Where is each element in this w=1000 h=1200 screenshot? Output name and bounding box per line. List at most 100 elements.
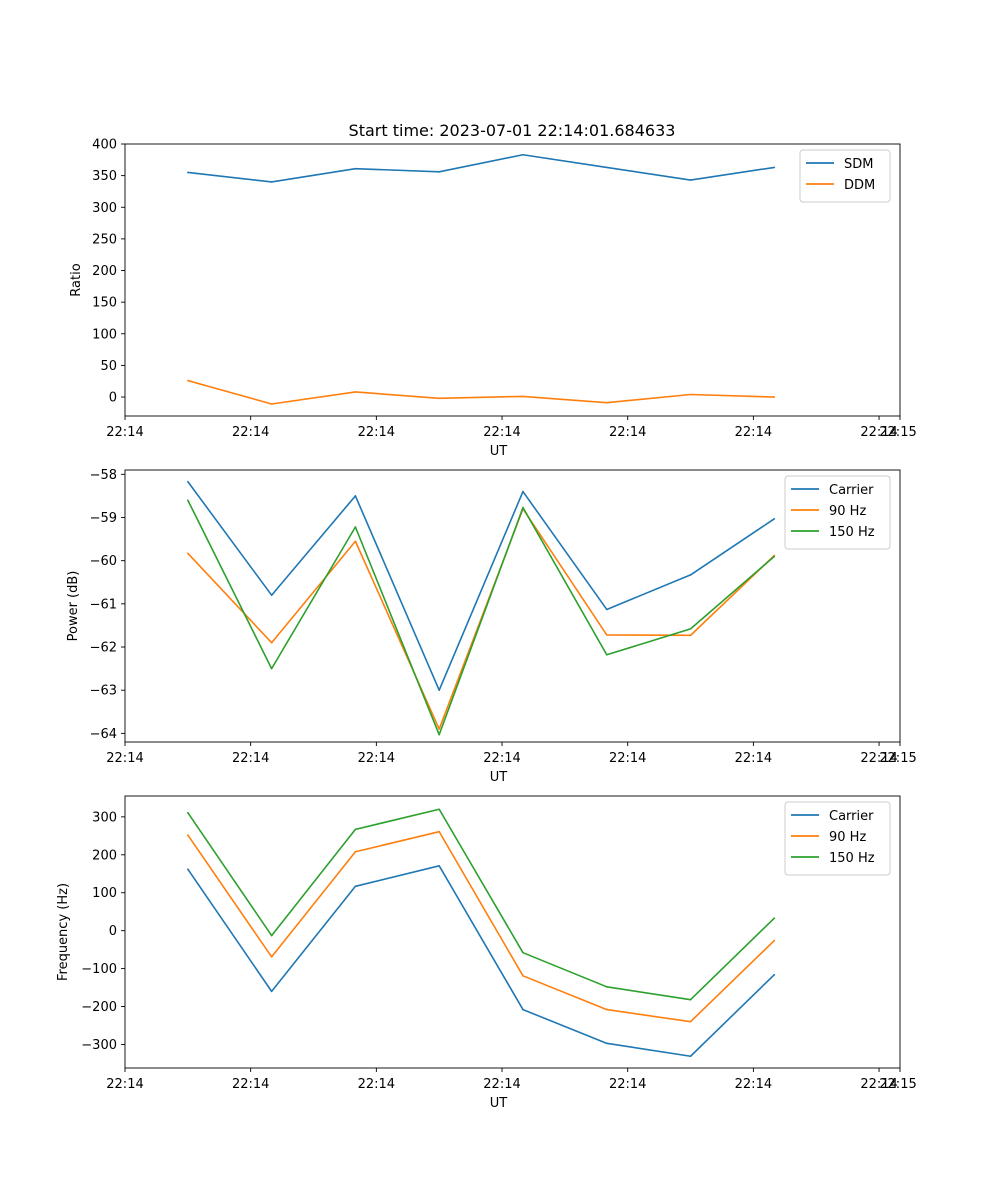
series-line-carrier (187, 864, 775, 1058)
y-tick-label: −64 (90, 727, 117, 742)
data-point (270, 641, 273, 644)
y-tick-label: −63 (90, 684, 117, 699)
data-point (689, 998, 692, 1001)
y-axis-label: Frequency (Hz) (56, 883, 71, 981)
data-point (605, 1042, 608, 1045)
data-point (270, 594, 273, 597)
series-line-150-hz (187, 499, 775, 736)
data-point (605, 986, 608, 988)
legend-label: Carrier (829, 483, 874, 498)
data-point (605, 608, 608, 611)
data-point (605, 1008, 608, 1011)
y-tick-label: −61 (90, 597, 117, 612)
legend-label: 90 Hz (829, 830, 866, 845)
x-tick-label: 22:14 (106, 751, 143, 766)
chart-panels: 22:14 22:14 22:14 22:14 22:14 22:14 22:1422:15… (56, 138, 917, 1112)
series-line-150-hz (187, 808, 775, 1001)
data-point (522, 395, 524, 398)
legend-label: 150 Hz (829, 851, 875, 866)
legend-label: 150 Hz (829, 525, 875, 540)
x-tick-label: 22:14 (735, 1077, 772, 1092)
figure-title: Start time: 2023-07-01 22:14:01.684633 (349, 121, 676, 140)
data-point (438, 397, 440, 400)
data-point (354, 167, 357, 170)
data-point (522, 951, 524, 954)
data-point (522, 975, 524, 977)
y-tick-label: 400 (92, 138, 117, 153)
data-point (605, 401, 608, 404)
data-point (522, 1008, 524, 1011)
data-point (187, 499, 189, 502)
y-tick-label: 350 (92, 169, 117, 184)
y-tick-label: 50 (100, 359, 117, 374)
data-point (270, 181, 273, 183)
x-axis-label: UT (490, 444, 508, 459)
plot-frame (124, 469, 901, 743)
data-point (438, 171, 440, 173)
y-axis-label: Ratio (69, 263, 84, 296)
x-tick-label: 22:14 (860, 1077, 897, 1092)
subplot-1: 22:14 22:14 22:14 22:14 22:14 22:14 22:1422:15… (69, 138, 917, 460)
x-tick-label: 22:14 (860, 751, 897, 766)
data-point (354, 526, 357, 528)
series-line-carrier (187, 481, 775, 691)
series-line-ddm (187, 379, 775, 405)
x-tick-label: 22:14 (483, 751, 520, 766)
y-tick-label: 0 (109, 391, 117, 406)
data-point (438, 865, 440, 867)
data-point (354, 885, 357, 888)
x-tick-label: 22:14 (358, 1077, 395, 1092)
data-point (438, 830, 440, 833)
x-axis-label: UT (490, 770, 508, 785)
y-tick-label: 300 (92, 810, 117, 825)
x-axis-label: UT (490, 1096, 508, 1111)
data-point (438, 689, 440, 691)
data-point (270, 403, 273, 405)
data-point (689, 393, 692, 396)
legend-label: DDM (844, 178, 875, 193)
data-point (270, 990, 273, 993)
x-tick-label: 22:14 (483, 425, 520, 440)
x-tick-label: 22:14 (860, 425, 897, 440)
y-tick-label: 100 (92, 327, 117, 342)
data-point (270, 934, 273, 937)
y-tick-label: 300 (92, 201, 117, 216)
x-tick-label: 22:14 (483, 1077, 520, 1092)
subplot-3: 22:14 22:14 22:14 22:14 22:14 22:14 22:1422:15… (56, 795, 917, 1111)
subplot-2: 22:14 22:14 22:14 22:14 22:14 22:14 22:1422:15… (66, 468, 917, 785)
plot-frame (124, 143, 901, 417)
data-point (522, 153, 524, 156)
data-point (689, 634, 692, 637)
data-point (605, 634, 608, 636)
x-tick-label: 22:14 (735, 751, 772, 766)
data-point (773, 517, 776, 520)
y-tick-label: −100 (81, 962, 117, 977)
data-point (354, 540, 357, 543)
x-tick-label: 22:14 (609, 1077, 646, 1092)
y-tick-label: −62 (90, 641, 117, 656)
data-point (354, 850, 357, 853)
y-tick-label: 0 (109, 924, 117, 939)
y-tick-label: 150 (92, 296, 117, 311)
x-tick-label: 22:14 (106, 1077, 143, 1092)
y-tick-label: −300 (81, 1038, 117, 1053)
data-point (773, 555, 776, 558)
data-point (689, 1055, 692, 1058)
plot-frame (124, 795, 901, 1069)
data-point (689, 1020, 692, 1023)
data-point (773, 939, 776, 942)
x-tick-label: 22:14 (609, 751, 646, 766)
data-point (354, 495, 357, 497)
x-tick-label: 22:14 (106, 425, 143, 440)
data-point (773, 917, 776, 919)
series-line-90-hz (187, 830, 775, 1023)
data-point (187, 552, 189, 555)
y-tick-label: −200 (81, 1000, 117, 1015)
data-point (438, 808, 440, 811)
x-tick-label: 22:14 (735, 425, 772, 440)
data-point (187, 834, 189, 836)
data-point (187, 868, 189, 871)
data-point (270, 956, 273, 958)
legend-label: 90 Hz (829, 504, 866, 519)
legend-label: SDM (844, 157, 873, 172)
